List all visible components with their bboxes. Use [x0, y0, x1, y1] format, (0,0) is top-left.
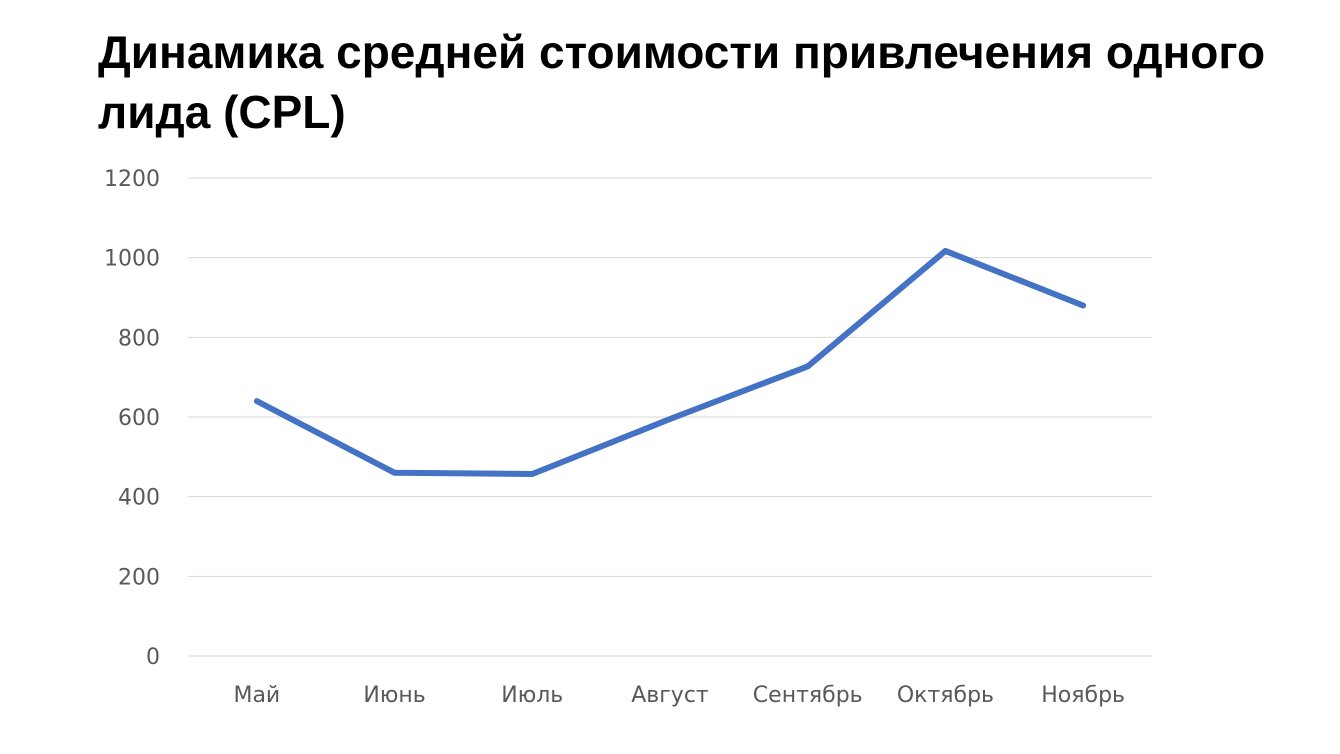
- series-line: [253, 247, 1087, 477]
- x-tick-label: Июнь: [363, 683, 425, 708]
- x-axis: Май Июнь Июль Август Сентябрь Октябрь Ноябрь: [233, 683, 1125, 708]
- x-tick-label: Сентябрь: [753, 683, 863, 708]
- data-point: [529, 471, 535, 477]
- data-point: [942, 248, 948, 254]
- y-axis: 0 200 400 600 800 1000 1200: [104, 167, 160, 670]
- y-tick-label: 600: [118, 406, 160, 431]
- y-tick-label: 800: [118, 326, 160, 351]
- x-tick-label: Август: [631, 683, 709, 708]
- x-tick-label: Июль: [501, 683, 563, 708]
- y-tick-label: 1200: [104, 167, 160, 192]
- data-point: [667, 416, 673, 422]
- data-point: [392, 470, 398, 476]
- y-tick-label: 1000: [104, 247, 160, 272]
- y-tick-label: 200: [118, 565, 160, 590]
- data-point: [254, 398, 260, 404]
- data-point: [1080, 302, 1086, 308]
- y-tick-label: 0: [146, 645, 160, 670]
- data-point: [805, 363, 811, 369]
- x-tick-label: Октябрь: [897, 683, 994, 708]
- series-layer: [253, 247, 1087, 477]
- x-tick-label: Май: [233, 683, 280, 708]
- gridlines: [188, 177, 1152, 657]
- x-tick-label: Ноябрь: [1041, 683, 1125, 708]
- chart-title: Динамика средней стоимости привлечения о…: [98, 26, 1266, 138]
- y-tick-label: 400: [118, 486, 160, 511]
